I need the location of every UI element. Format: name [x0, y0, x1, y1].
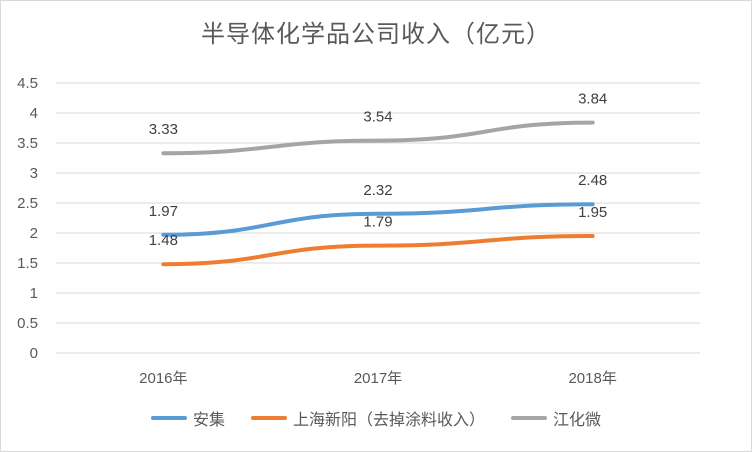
legend-item-anji: 安集	[150, 406, 225, 430]
y-tick-label-7: 3.5	[17, 135, 38, 152]
y-tick-label-8: 4	[30, 105, 38, 122]
data-label-s2-1: 3.54	[363, 109, 392, 126]
y-tick-label-6: 3	[30, 165, 38, 182]
legend-item-shanghai-xinyang: 上海新阳（去掉涂料收入）	[250, 406, 485, 430]
y-tick-label-1: 0.5	[17, 315, 38, 332]
data-label-s0-2: 2.48	[578, 172, 607, 189]
legend-swatch-anji	[150, 416, 187, 420]
series-lines	[161, 120, 595, 267]
data-label-s2-2: 3.84	[578, 91, 607, 108]
x-axis-ticks: 2016年 2017年 2018年	[139, 370, 617, 387]
data-label-s1-1: 1.79	[363, 214, 392, 231]
data-labels: 1.97 2.32 2.48 1.48 1.79 1.95 3.33 3.54 3.84	[149, 91, 608, 250]
legend-label-anji: 安集	[192, 410, 225, 429]
legend: 安集 上海新阳（去掉涂料收入） 江化微	[0, 406, 752, 430]
x-tick-label-0: 2016年	[139, 370, 187, 387]
chart-title: 半导体化学品公司收入（亿元）	[201, 20, 551, 48]
data-label-s1-2: 1.95	[578, 204, 607, 221]
x-tick-label-1: 2017年	[354, 370, 402, 387]
legend-label-jianghuawei: 江化微	[553, 410, 602, 429]
data-label-s0-1: 2.32	[363, 182, 392, 199]
legend-swatch-shanghai-xinyang	[250, 416, 287, 420]
legend-item-jianghuawei: 江化微	[511, 406, 601, 430]
y-tick-label-5: 2.5	[17, 195, 38, 212]
data-label-s1-0: 1.48	[149, 232, 178, 249]
y-tick-label-0: 0	[30, 345, 38, 362]
y-tick-label-2: 1	[30, 285, 38, 302]
series-line-1	[161, 234, 595, 267]
legend-label-shanghai-xinyang: 上海新阳（去掉涂料收入）	[292, 410, 485, 429]
y-tick-label-4: 2	[30, 225, 38, 242]
series-line-0	[161, 202, 595, 237]
legend-swatch-jianghuawei	[511, 416, 547, 420]
y-tick-label-3: 1.5	[17, 255, 38, 272]
data-label-s0-0: 1.97	[149, 203, 178, 220]
data-label-s2-0: 3.33	[149, 121, 178, 138]
x-tick-label-2: 2018年	[568, 370, 616, 387]
series-line-2	[161, 120, 595, 156]
y-tick-label-9: 4.5	[17, 75, 38, 92]
y-axis-ticks: 0 0.5 1 1.5 2 2.5 3 3.5 4 4.5	[17, 75, 38, 362]
